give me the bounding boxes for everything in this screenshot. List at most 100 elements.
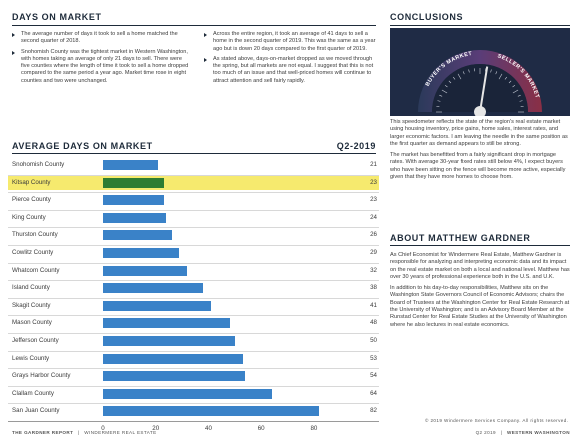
gauge-tick bbox=[462, 71, 465, 75]
footer-right: Q2 2019 | WESTERN WASHINGTON bbox=[475, 430, 570, 435]
conclusions-rule bbox=[390, 25, 570, 26]
days-on-market-bar-chart: Snohomish County 21 Kitsap County 23 Pierce … bbox=[8, 160, 379, 432]
value-label: 53 bbox=[370, 354, 377, 362]
bullet-item: As stated above, days-on-market dropped … bbox=[204, 56, 379, 85]
row-divider bbox=[8, 209, 379, 211]
row-divider bbox=[8, 368, 379, 370]
value-label: 21 bbox=[370, 161, 377, 168]
company-name: WINDERMERE REAL ESTATE bbox=[84, 430, 157, 435]
county-label: Pierce County bbox=[12, 196, 51, 204]
county-label: Jefferson County bbox=[12, 337, 59, 344]
value-label: 23 bbox=[370, 178, 377, 186]
value-label: 41 bbox=[370, 301, 377, 309]
days-on-market-heading: DAYS ON MARKET bbox=[12, 12, 102, 22]
conclusions-paragraph: The market has benefitted from a fairly … bbox=[390, 152, 566, 181]
gauge-tick bbox=[444, 84, 448, 88]
market-speedometer: BUYER'S MARKET SELLER'S MARKET bbox=[390, 28, 570, 116]
about-rule bbox=[390, 245, 570, 246]
gauge-tick bbox=[448, 80, 452, 84]
footer-period: Q2 2019 bbox=[475, 430, 497, 435]
county-label: Mason County bbox=[12, 319, 52, 327]
bar bbox=[103, 212, 167, 223]
value-label: 82 bbox=[370, 407, 377, 415]
row-divider bbox=[8, 174, 379, 176]
bar bbox=[103, 265, 188, 276]
row-divider bbox=[8, 297, 379, 299]
bar bbox=[103, 406, 320, 417]
row-divider bbox=[8, 385, 379, 387]
report-name: THE GARDNER REPORT bbox=[12, 430, 74, 435]
gauge-tick bbox=[508, 80, 512, 84]
row-divider bbox=[8, 350, 379, 352]
speedometer-face bbox=[432, 64, 528, 112]
county-label: Kitsap County bbox=[12, 178, 51, 186]
gauge-tick bbox=[512, 84, 516, 88]
about-paragraph: In addition to his day-to-day responsibi… bbox=[390, 285, 570, 328]
footer-region: WESTERN WASHINGTON bbox=[506, 430, 570, 435]
footer-left: THE GARDNER REPORT | WINDERMERE REAL EST… bbox=[12, 430, 157, 435]
bar bbox=[103, 388, 272, 399]
county-label: Whatcom County bbox=[12, 266, 60, 274]
gauge-tick bbox=[439, 94, 443, 97]
row-divider bbox=[8, 192, 379, 194]
county-label: Grays Harbor County bbox=[12, 372, 71, 380]
row-divider bbox=[8, 280, 379, 282]
speedometer-needle bbox=[479, 66, 489, 113]
value-label: 50 bbox=[370, 337, 377, 344]
county-label: Clallam County bbox=[12, 389, 54, 397]
value-label: 64 bbox=[370, 389, 377, 397]
county-label: San Juan County bbox=[12, 407, 60, 415]
x-axis-line bbox=[8, 421, 379, 422]
bar bbox=[103, 160, 159, 170]
county-label: King County bbox=[12, 213, 46, 221]
county-label: Thurston County bbox=[12, 231, 58, 239]
county-label: Snohomish County bbox=[12, 161, 65, 168]
value-label: 26 bbox=[370, 231, 377, 239]
conclusions-paragraph: This speedometer reflects the state of t… bbox=[390, 119, 568, 147]
chart-title: AVERAGE DAYS ON MARKET bbox=[12, 141, 153, 151]
county-label: Island County bbox=[12, 284, 50, 292]
row-divider bbox=[8, 315, 379, 317]
bar bbox=[103, 283, 204, 294]
bar bbox=[103, 371, 246, 382]
heading-rule bbox=[12, 25, 376, 26]
bar bbox=[103, 230, 172, 241]
bullet-item: Snohomish County was the tightest market… bbox=[12, 49, 192, 85]
county-label: Lewis County bbox=[12, 354, 50, 362]
speedometer-hub bbox=[474, 106, 486, 116]
bar bbox=[103, 195, 164, 206]
value-label: 38 bbox=[370, 284, 377, 292]
x-tick-label: 60 bbox=[257, 425, 265, 432]
bullet-item: The average number of days it took to se… bbox=[12, 31, 192, 46]
row-divider bbox=[8, 227, 379, 229]
conclusions-text: This speedometer reflects the state of t… bbox=[390, 119, 570, 185]
chart-title-rule bbox=[12, 153, 376, 154]
speedometer-arc bbox=[418, 50, 542, 112]
bar bbox=[103, 300, 212, 311]
conclusions-heading: CONCLUSIONS bbox=[390, 12, 464, 22]
about-text: As Chief Economist for Windermere Real E… bbox=[390, 252, 570, 333]
value-label: 32 bbox=[370, 266, 377, 274]
bar bbox=[103, 248, 180, 258]
gauge-tick bbox=[495, 71, 498, 75]
x-tick-label: 80 bbox=[310, 425, 318, 432]
bar bbox=[103, 353, 243, 364]
value-label: 29 bbox=[370, 249, 377, 256]
x-tick-label: 40 bbox=[205, 425, 212, 432]
gauge-tick bbox=[437, 100, 441, 102]
x-tick-label: 20 bbox=[152, 425, 160, 432]
value-label: 24 bbox=[370, 213, 377, 221]
value-label: 23 bbox=[370, 196, 377, 204]
about-heading: ABOUT MATTHEW GARDNER bbox=[390, 233, 531, 243]
x-tick-label: 0 bbox=[101, 425, 105, 432]
chart-period: Q2-2019 bbox=[336, 141, 376, 151]
row-divider bbox=[8, 333, 379, 334]
gauge-tick bbox=[504, 76, 508, 80]
gauge-tick bbox=[490, 69, 492, 73]
gauge-tick bbox=[441, 89, 448, 94]
county-label: Skagit County bbox=[12, 301, 51, 309]
highlight-row bbox=[8, 175, 379, 190]
row-divider bbox=[8, 403, 379, 405]
value-label: 54 bbox=[370, 372, 377, 380]
right-bullets: Across the entire region, it took an ave… bbox=[204, 31, 379, 88]
